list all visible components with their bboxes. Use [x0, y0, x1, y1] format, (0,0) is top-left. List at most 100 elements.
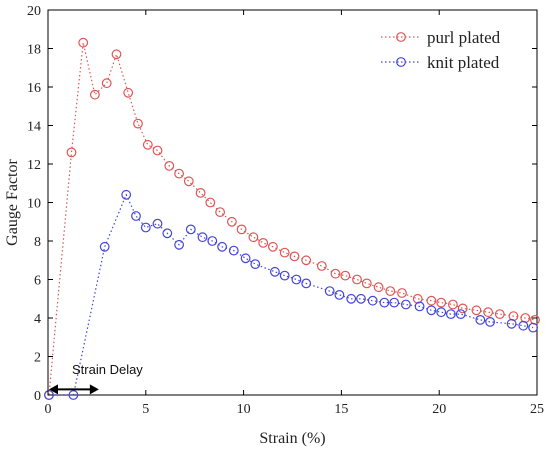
data-point	[133, 118, 143, 129]
legend: purl plated knit plated	[381, 28, 501, 72]
data-point	[205, 197, 216, 208]
data-point	[518, 320, 529, 331]
y-axis: 0 2 4 6 8 10 12 14 16 18 20	[27, 4, 537, 404]
legend-entry-purl: purl plated	[381, 28, 501, 47]
y-tick-label: 6	[34, 274, 41, 289]
data-point	[279, 247, 290, 258]
y-tick-label: 14	[27, 120, 41, 135]
data-point	[506, 318, 517, 329]
y-tick-label: 16	[27, 81, 41, 96]
data-point	[101, 78, 112, 89]
x-tick-label: 15	[334, 402, 348, 417]
data-point	[250, 259, 261, 270]
legend-marker-purl	[396, 32, 406, 42]
data-point	[436, 297, 447, 308]
data-point	[485, 317, 496, 327]
legend-entry-knit: knit plated	[381, 53, 500, 72]
y-tick-label: 12	[27, 158, 41, 173]
data-point	[316, 261, 327, 271]
data-point	[426, 295, 437, 306]
data-point	[207, 236, 218, 246]
data-point	[475, 315, 486, 325]
data-point	[361, 278, 372, 289]
data-point	[528, 322, 538, 333]
data-point	[270, 266, 280, 277]
data-point	[197, 232, 208, 243]
data-point	[379, 297, 390, 308]
data-point	[268, 241, 278, 252]
y-tick-label: 2	[34, 351, 41, 366]
x-tick-label: 10	[237, 402, 251, 417]
plot-area: 0 5 10 15 20 25 0 2 4 6 8 10 12 14 16 18 20	[27, 4, 544, 417]
legend-marker-knit	[396, 57, 406, 67]
data-point	[414, 301, 425, 312]
x-tick-label: 0	[45, 402, 52, 417]
series-line-1	[49, 193, 534, 395]
data-point	[346, 293, 357, 304]
data-point	[152, 218, 163, 229]
y-tick-label: 4	[34, 312, 41, 327]
strain-delay-annotation: Strain Delay	[49, 362, 143, 395]
x-axis-label: Strain (%)	[259, 430, 325, 447]
x-axis: 0 5 10 15 20 25	[45, 10, 544, 417]
data-point	[330, 268, 341, 279]
data-point	[483, 307, 494, 318]
data-point	[217, 241, 228, 252]
x-tick-label: 25	[530, 402, 544, 417]
data-point	[183, 176, 194, 187]
data-point	[121, 189, 132, 200]
data-point	[248, 232, 259, 243]
data-point	[66, 147, 77, 158]
data-point	[174, 239, 185, 250]
data-point	[111, 49, 122, 60]
data-point	[324, 286, 335, 297]
data-point	[44, 390, 54, 400]
data-point	[455, 309, 466, 320]
data-point	[279, 270, 290, 281]
data-point	[471, 305, 482, 316]
data-point	[301, 278, 312, 289]
legend-label-purl: purl plated	[427, 28, 501, 47]
data-point	[226, 216, 237, 227]
x-tick-label: 5	[142, 402, 149, 417]
data-point	[446, 309, 456, 320]
data-point	[99, 241, 110, 252]
data-point	[367, 295, 378, 306]
data-point	[457, 303, 468, 314]
series-lines	[48, 42, 536, 395]
data-point	[352, 274, 362, 285]
data-point	[385, 286, 396, 297]
arrow-head-right-icon	[89, 384, 99, 395]
data-point	[340, 270, 351, 281]
y-tick-label: 10	[27, 197, 41, 212]
data-point	[401, 299, 411, 310]
y-tick-label: 0	[34, 389, 41, 404]
data-point	[78, 37, 89, 48]
data-point	[142, 139, 153, 150]
legend-label-knit: knit plated	[427, 53, 500, 72]
series-line-0	[48, 42, 536, 395]
strain-delay-label: Strain Delay	[72, 362, 143, 377]
data-point	[389, 297, 400, 308]
data-point	[215, 207, 226, 218]
y-axis-label: Gauge Factor	[4, 159, 21, 246]
data-point	[448, 299, 458, 310]
data-point	[373, 282, 384, 293]
data-point	[289, 251, 300, 262]
data-point	[236, 224, 247, 235]
y-tick-label: 20	[27, 4, 41, 19]
data-point	[185, 224, 196, 235]
data-point	[494, 309, 505, 320]
data-point	[89, 89, 100, 100]
data-point	[140, 222, 151, 233]
data-point	[240, 253, 251, 264]
data-point	[123, 87, 134, 98]
data-point	[228, 245, 239, 256]
series-points	[44, 37, 540, 400]
data-point	[174, 168, 185, 179]
data-point	[436, 307, 447, 318]
data-point	[258, 237, 269, 248]
data-point	[162, 228, 173, 239]
y-tick-label: 18	[27, 43, 41, 58]
